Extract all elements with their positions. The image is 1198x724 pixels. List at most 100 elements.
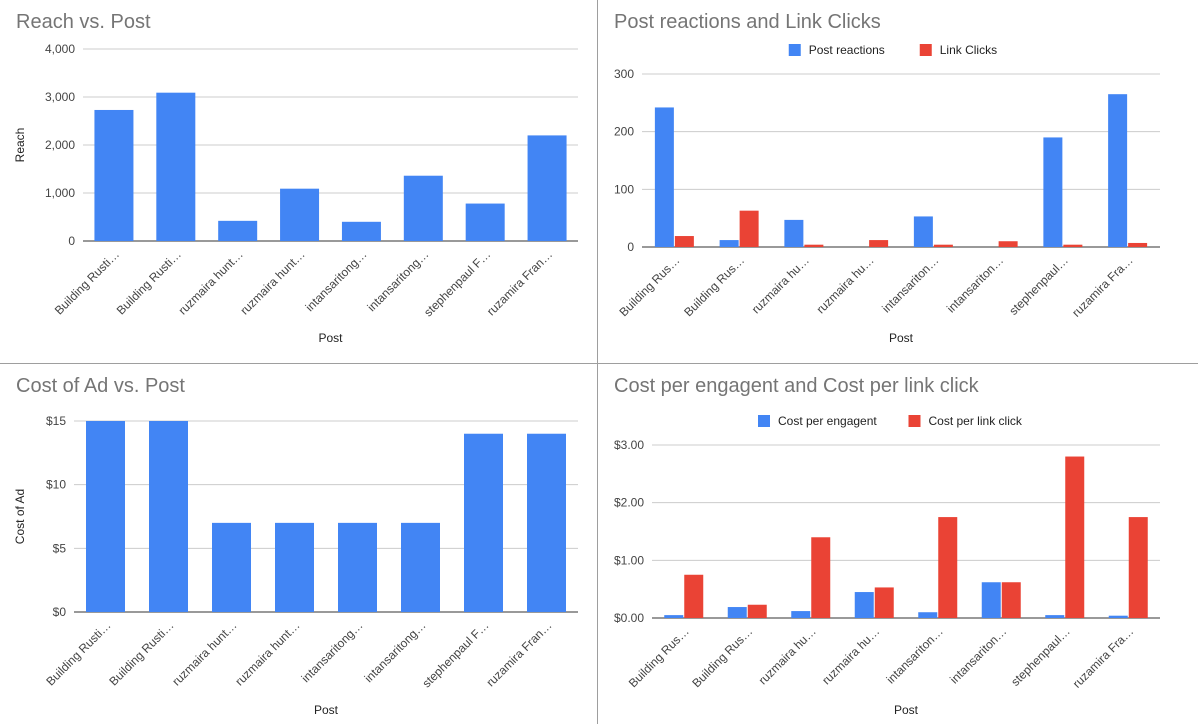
x-tick-label: ruzmaira hunt…	[237, 247, 307, 317]
reach-chart: Reach vs. Post 0 1,000 2,000 3,000 4,000 Reach…	[13, 11, 578, 345]
x-tick-label: Building Rus…	[681, 253, 747, 319]
x-tick-label: ruzmaira hunt…	[232, 618, 302, 688]
bar	[338, 522, 377, 612]
bar	[403, 175, 443, 241]
panel-divider-vertical	[597, 0, 598, 724]
x-tick-label: ruzmaira hu…	[819, 624, 882, 687]
bar	[791, 611, 811, 618]
bar	[998, 241, 1018, 247]
y-tick-label: 0	[68, 234, 75, 248]
x-tick-label: intansariton…	[947, 624, 1009, 686]
x-tick-label: ruzamira Fran…	[483, 618, 554, 689]
y-tick-label: 0	[627, 240, 634, 254]
bar	[401, 522, 440, 612]
bar	[1108, 615, 1128, 618]
bar	[804, 244, 824, 247]
x-axis-label: Post	[889, 331, 914, 345]
y-axis-label: Reach	[13, 128, 27, 163]
chart-title: Post reactions and Link Clicks	[614, 11, 881, 33]
reach-chart-panel: Reach vs. Post 0 1,000 2,000 3,000 4,000 Reach…	[0, 0, 597, 363]
bar	[664, 615, 684, 618]
legend-label: Link Clicks	[940, 43, 997, 57]
legend-swatch	[758, 415, 770, 427]
cost-of-ad-chart-panel: Cost of Ad vs. Post $0 $5 $10 $15 Cost of Ad B…	[0, 364, 597, 724]
panel-divider-horizontal	[0, 363, 1198, 364]
y-tick-label: $10	[46, 478, 66, 492]
bar	[739, 210, 759, 247]
x-tick-label: Building Rus…	[626, 624, 692, 690]
x-tick-label: stephenpaul…	[1008, 624, 1073, 689]
bar	[854, 592, 874, 618]
bar	[94, 109, 134, 242]
x-tick-label: ruzamira Fran…	[484, 247, 555, 318]
bar	[869, 240, 889, 247]
y-axis-label: Cost of Ad	[13, 489, 27, 544]
x-tick-label: Building Rusti…	[43, 618, 113, 688]
reactions-clicks-chart: Post reactions and Link Clicks 0 100 200 300…	[614, 11, 1160, 345]
y-tick-label: 300	[614, 67, 634, 81]
x-tick-label: stephenpaul…	[1006, 253, 1071, 318]
y-tick-label: 200	[614, 125, 634, 139]
bar	[913, 216, 933, 247]
cost-per-chart-panel: Cost per engagent and Cost per link clic…	[598, 364, 1198, 724]
y-tick-label: $2.00	[614, 496, 644, 510]
y-tick-label: 1,000	[45, 186, 75, 200]
x-tick-label: ruzmaira hu…	[756, 624, 819, 687]
bar	[86, 421, 125, 612]
legend-swatch	[908, 415, 921, 427]
bar	[981, 582, 1001, 618]
x-tick-label: Building Rusti…	[114, 247, 184, 317]
bar	[654, 107, 674, 248]
x-tick-label: Building Rus…	[616, 253, 682, 319]
bar	[341, 221, 381, 241]
x-axis-label: Post	[894, 703, 919, 717]
x-tick-label: intansariton…	[884, 624, 946, 686]
y-tick-label: 2,000	[45, 138, 75, 152]
legend-label: Post reactions	[809, 43, 885, 57]
x-tick-label: stephenpaul F…	[419, 618, 491, 690]
bar	[212, 522, 251, 612]
cost-of-ad-chart: Cost of Ad vs. Post $0 $5 $10 $15 Cost of Ad B…	[13, 375, 578, 717]
y-tick-label: $0	[53, 605, 67, 619]
x-tick-label: stephenpaul F…	[421, 247, 493, 319]
y-tick-label: $1.00	[614, 553, 644, 567]
x-tick-label: intansaritong…	[299, 618, 366, 685]
bar	[275, 522, 314, 612]
bar	[1045, 615, 1065, 618]
x-tick-label: ruzmaira hunt…	[169, 618, 239, 688]
bar	[1128, 517, 1148, 618]
bar	[1108, 94, 1128, 247]
bar	[811, 537, 831, 618]
bar	[149, 421, 188, 612]
x-tick-label: ruzamira Fra…	[1070, 624, 1136, 690]
bar	[218, 220, 258, 241]
x-tick-label: intansaritong…	[303, 247, 370, 314]
bar	[1063, 244, 1083, 247]
y-tick-label: 100	[614, 182, 634, 196]
x-tick-label: Building Rusti…	[106, 618, 176, 688]
bar	[918, 612, 938, 618]
x-tick-label: intansariton…	[879, 253, 941, 315]
x-axis-label: Post	[314, 703, 339, 717]
x-tick-label: ruzmaira hunt…	[176, 247, 246, 317]
bar	[747, 604, 767, 618]
bar	[1128, 242, 1148, 247]
bar	[938, 517, 958, 618]
bar	[719, 240, 739, 247]
bar	[527, 433, 566, 612]
bar	[684, 574, 704, 618]
bar	[1065, 456, 1085, 618]
reactions-clicks-chart-panel: Post reactions and Link Clicks 0 100 200 300…	[598, 0, 1198, 363]
bar	[1043, 137, 1063, 247]
bar	[156, 92, 196, 242]
x-tick-label: Building Rusti…	[52, 247, 122, 317]
legend-label: Cost per link click	[929, 414, 1023, 428]
bar	[874, 587, 894, 618]
x-tick-label: ruzmaira hu…	[749, 253, 812, 316]
bar	[1001, 582, 1021, 618]
cost-per-chart: Cost per engagent and Cost per link clic…	[614, 375, 1160, 717]
bar	[464, 433, 503, 612]
y-tick-label: $15	[46, 414, 66, 428]
y-tick-label: 4,000	[45, 42, 75, 56]
legend-label: Cost per engagent	[778, 414, 877, 428]
